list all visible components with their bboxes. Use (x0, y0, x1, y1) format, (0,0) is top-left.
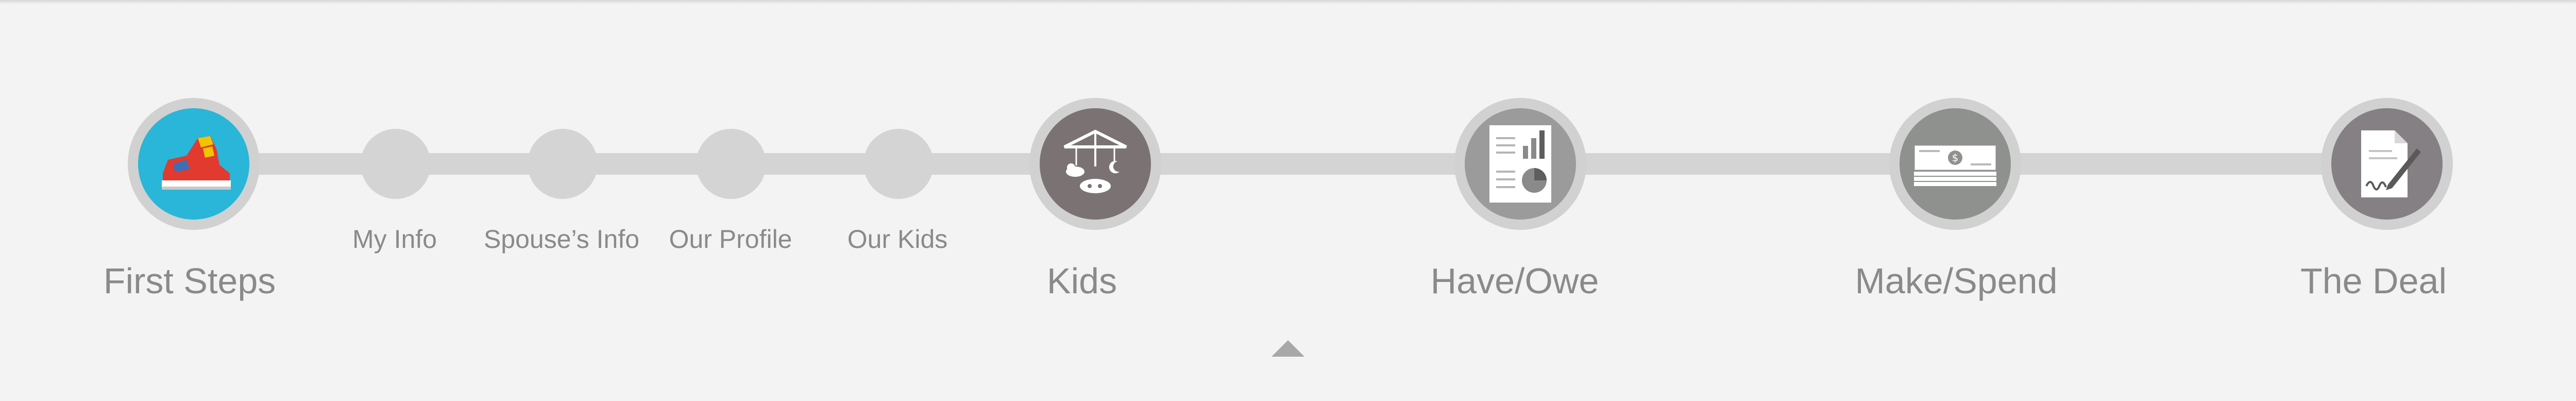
step-make-spend[interactable]: $ (1889, 98, 2021, 230)
label-first-steps: First Steps (103, 261, 276, 301)
progress-track (193, 153, 2383, 175)
step-kids-circle (1040, 108, 1151, 220)
current-step-pointer (1272, 340, 1304, 357)
step-first-steps-circle (138, 108, 249, 220)
step-our-kids[interactable] (863, 129, 934, 199)
step-the-deal-circle (2331, 108, 2443, 220)
step-have-owe-circle (1465, 108, 1576, 220)
report-chart-icon (1489, 125, 1551, 203)
label-have-owe: Have/Owe (1430, 261, 1599, 301)
signed-document-icon (2361, 130, 2421, 197)
svg-text:$: $ (1952, 152, 1959, 164)
step-our-profile[interactable] (696, 129, 766, 199)
sneaker-icon (162, 136, 231, 190)
label-our-kids: Our Kids (847, 225, 948, 254)
label-our-profile: Our Profile (669, 225, 792, 254)
label-make-spend: Make/Spend (1855, 261, 2058, 301)
step-my-info[interactable] (361, 129, 431, 199)
step-first-steps[interactable] (128, 98, 260, 230)
step-have-owe[interactable] (1454, 98, 1586, 230)
step-the-deal[interactable] (2321, 98, 2453, 230)
label-spouse-info: Spouse’s Info (483, 225, 640, 254)
step-spouse-info[interactable] (528, 129, 598, 199)
label-my-info: My Info (352, 225, 437, 254)
money-stack-icon: $ (1913, 144, 1997, 186)
step-kids[interactable] (1029, 98, 1161, 230)
label-the-deal: The Deal (2300, 261, 2447, 301)
step-make-spend-circle: $ (1900, 108, 2011, 220)
label-kids: Kids (1046, 261, 1117, 301)
baby-mobile-icon (1063, 129, 1127, 193)
top-shadow (0, 0, 2576, 4)
